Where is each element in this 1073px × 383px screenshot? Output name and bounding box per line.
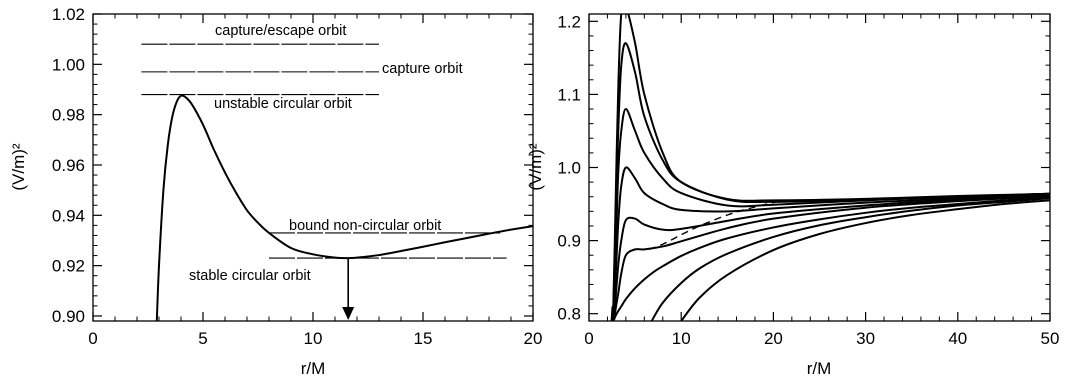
y-tick-label: 0.94 [52,206,85,225]
series-line [611,42,1050,321]
y-tick-label: 0.90 [52,307,85,326]
left-xlabel: r/M [301,359,326,378]
x-tick-label: 5 [198,329,207,348]
y-tick-label: 0.92 [52,257,85,276]
series-line [650,197,1050,321]
left-annotation-lines [141,43,507,259]
annotation-label: stable circular orbit [189,268,311,284]
y-tick-label: 0.98 [52,106,85,125]
left-ticks [92,13,534,321]
series-line [612,196,1050,321]
y-tick-label: 1.0 [557,159,581,178]
x-tick-label: 0 [584,329,593,348]
y-tick-label: 1.1 [557,85,581,104]
left-ylabel: (V/m)² [9,143,28,191]
series-line [680,199,1050,321]
arrow-head [342,307,355,320]
left-arrow [342,258,355,320]
x-tick-label: 50 [1041,329,1060,348]
series-line [611,194,1050,321]
series-line [611,108,1050,321]
chart-left: 0 5 10 15 20 0.90 0.92 0.94 0.96 0.98 1.00 1.02 cap… [9,5,542,378]
y-tick-label: 1.2 [557,12,581,31]
annotation-label: bound non-circular orbit [289,218,441,234]
left-tick-labels: 0 5 10 15 20 0.90 0.92 0.94 0.96 0.98 1.00 1.02 [52,5,543,348]
y-tick-label: 0.96 [52,156,85,175]
right-xlabel: r/M [807,359,832,378]
x-tick-label: 20 [764,329,783,348]
x-tick-label: 10 [672,329,691,348]
x-tick-label: 30 [856,329,875,348]
plot-frame-right [588,13,1051,322]
x-tick-label: 40 [948,329,967,348]
left-series [155,94,533,321]
right-ticks [588,14,1051,321]
x-tick-label: 10 [304,329,323,348]
x-tick-label: 0 [88,329,97,348]
y-tick-label: 0.8 [557,305,581,324]
y-tick-label: 1.02 [52,5,85,24]
series-line [610,306,614,321]
y-tick-label: 0.9 [557,232,581,251]
annotation-label: unstable circular orbit [214,96,352,112]
series-line [611,166,1050,321]
series-line [612,195,1050,321]
x-tick-label: 20 [524,329,543,348]
dashed-series-line [648,199,783,251]
annotation-label: capture/escape orbit [215,23,346,39]
series-line [611,14,1050,321]
x-tick-label: 15 [414,329,433,348]
y-tick-label: 1.00 [52,55,85,74]
right-dashed-series [648,199,783,251]
chart-right: 0 10 20 30 40 50 0.8 0.9 1.0 1.1 1.2 r/M (V/m)² [526,12,1059,378]
annotation-label: capture orbit [382,61,463,77]
series-line [155,94,533,321]
right-series [610,14,1050,321]
right-ylabel: (V/m)² [526,143,545,191]
left-annotation-texts: capture/escape orbit capture orbit unstabl… [189,23,463,284]
right-tick-labels: 0 10 20 30 40 50 0.8 0.9 1.0 1.1 1.2 [557,12,1059,348]
